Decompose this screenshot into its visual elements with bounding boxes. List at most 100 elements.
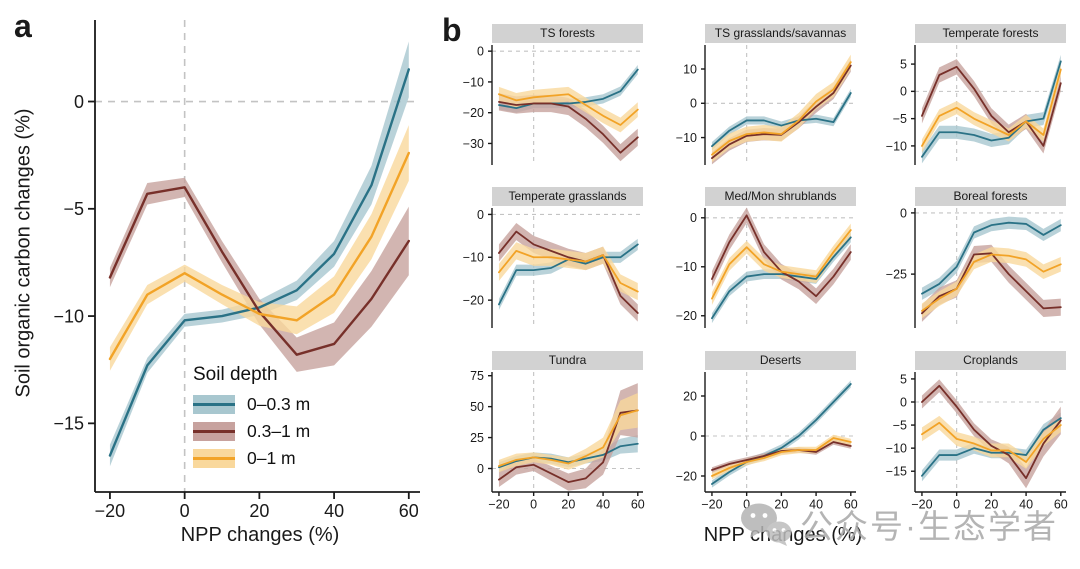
x-tick-label: −20 — [95, 501, 126, 521]
ribbon-0.3–1 m — [711, 59, 851, 165]
x-tick-label: 0 — [180, 501, 190, 521]
confidence-ribbons — [498, 223, 638, 322]
confidence-ribbons — [711, 207, 851, 324]
tick-labels: 5 0 −5 −10 — [886, 57, 907, 153]
y-tick-label: −10 — [463, 75, 484, 89]
line-0.3–1 m — [921, 65, 1062, 147]
axes — [911, 45, 916, 165]
y-tick-label: −20 — [676, 469, 697, 483]
series-lines — [921, 221, 1062, 315]
y-tick-label: −5 — [63, 199, 84, 219]
subplot-title: Temperate grasslands — [492, 187, 643, 206]
x-tick-label: 20 — [249, 501, 269, 521]
subplot-title: Temperate forests — [915, 24, 1066, 43]
subplot-croplands: Croplands 5 0 −5 −10 −15 −20 0 20 40 60 — [870, 351, 1070, 534]
axes — [488, 208, 493, 328]
y-tick-label: −10 — [886, 442, 907, 456]
zero-reference-lines — [705, 45, 856, 165]
ribbon-0.3–1 m — [498, 93, 638, 162]
x-tick-label: −20 — [911, 498, 932, 512]
x-tick-label: 0 — [743, 498, 750, 512]
ribbon-0–0.3 m — [711, 380, 851, 488]
y-tick-label: −10 — [676, 131, 697, 145]
y-tick-label: 20 — [683, 389, 697, 403]
line-0.3–1 m — [498, 101, 639, 154]
line-0–0.3 m — [711, 383, 852, 485]
y-tick-label: 0 — [74, 92, 84, 112]
temperate-forests-chart: 5 0 −5 −10 — [886, 45, 1066, 165]
axes — [488, 45, 493, 165]
y-tick-label: 0 — [477, 462, 484, 476]
subplot-title: Tundra — [492, 351, 643, 370]
tick-labels: 0 −25 — [886, 206, 907, 281]
x-tick-label: 60 — [844, 498, 858, 512]
ribbon-0–1 m — [921, 63, 1061, 153]
line-0–1 m — [711, 437, 852, 477]
x-tick-label: 60 — [399, 501, 419, 521]
med-mon-shrublands-chart: 0 −10 −20 — [676, 207, 856, 328]
legend-entry-0-0.3m: 0–0.3 m — [193, 394, 310, 415]
subplot-title: Boreal forests — [915, 187, 1066, 206]
zero-reference-lines — [705, 208, 856, 328]
line-0–1 m — [498, 409, 639, 467]
x-tick-label: 20 — [561, 498, 575, 512]
series-lines — [711, 214, 852, 320]
subplot-med-mon-shrublands: Med/Mon shrublands 0 −10 −20 — [660, 187, 860, 336]
series-lines — [498, 409, 639, 484]
y-tick-label: −10 — [463, 251, 484, 265]
line-0.3–1 m — [921, 252, 1062, 315]
axes — [911, 372, 1066, 496]
y-tick-label: 0 — [900, 395, 907, 409]
series-lines — [921, 384, 1062, 480]
y-tick-label: −10 — [886, 139, 907, 153]
line-0–0.3 m — [711, 92, 852, 148]
axes — [701, 208, 706, 328]
zero-reference-lines — [95, 20, 420, 492]
y-tick-label: −20 — [463, 106, 484, 120]
axes — [488, 372, 643, 496]
y-tick-label: 0 — [900, 206, 907, 220]
subplot-temperate-grasslands: Temperate grasslands 0 −10 −20 — [447, 187, 647, 336]
x-tick-label: −20 — [701, 498, 722, 512]
subplot-title: Croplands — [915, 351, 1066, 370]
y-tick-label: 10 — [683, 62, 697, 76]
line-0–0.3 m — [711, 236, 852, 320]
series-lines — [711, 383, 852, 485]
soil-depth-legend: Soil depth 0–0.3 m 0.3–1 m 0–1 m — [193, 364, 310, 469]
axes — [701, 372, 856, 496]
axes — [911, 208, 916, 328]
legend-label: 0–1 m — [247, 448, 296, 468]
tundra-chart: 75 50 25 0 −20 0 20 40 60 — [470, 370, 645, 512]
y-tick-label: −20 — [676, 309, 697, 323]
legend-swatch-0-1m — [193, 449, 235, 468]
ribbon-0–1 m — [109, 125, 409, 371]
line-0–0.3 m — [498, 68, 639, 109]
panel-a-chart: 0 −5 −10 −15 −20 0 20 40 60 — [53, 20, 420, 521]
line-0–1 m — [498, 249, 639, 293]
y-tick-label: 0 — [477, 45, 484, 59]
zero-reference-lines — [705, 372, 856, 492]
line-0–1 m — [921, 253, 1062, 312]
ribbon-0–1 m — [711, 223, 851, 305]
y-tick-label: 0 — [690, 211, 697, 225]
series-lines — [711, 61, 852, 160]
line-0–0.3 m — [921, 417, 1062, 477]
series-lines — [498, 68, 639, 154]
y-tick-label: 75 — [470, 370, 484, 383]
line-0.3–1 m — [498, 230, 639, 314]
confidence-ribbons — [711, 54, 851, 165]
line-0–0.3 m — [921, 221, 1062, 295]
x-tick-label: 40 — [1019, 498, 1033, 512]
line-0.3–1 m — [921, 384, 1062, 480]
x-tick-label: 40 — [324, 501, 344, 521]
axes — [701, 45, 706, 165]
subplot-deserts: Deserts 20 0 −20 −20 0 20 40 60 — [660, 351, 860, 534]
line-0–1 m — [921, 421, 1062, 463]
subplot-title: Med/Mon shrublands — [705, 187, 856, 206]
y-tick-label: −15 — [886, 465, 907, 479]
y-tick-label: 25 — [470, 431, 484, 445]
line-0.3–1 m — [108, 186, 410, 356]
y-tick-label: 0 — [477, 208, 484, 222]
line-0–1 m — [711, 61, 852, 156]
line-0–1 m — [108, 151, 410, 361]
